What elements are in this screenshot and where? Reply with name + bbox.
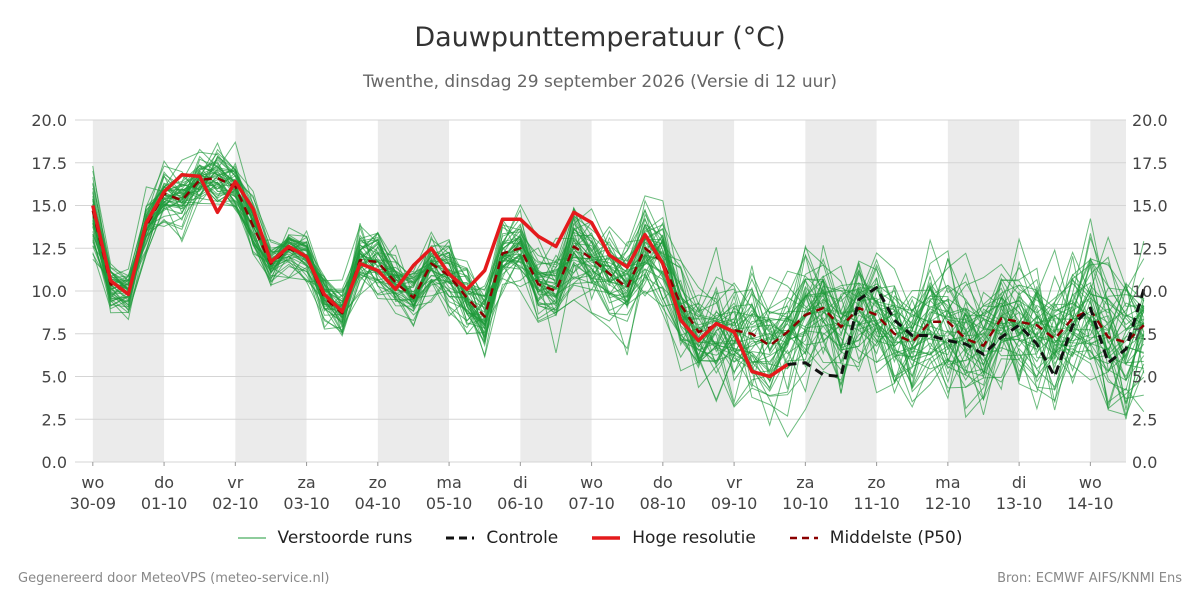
y-tick-label-right: 17.5	[1132, 154, 1168, 173]
y-axis-left: 0.0 2.5 5.0 7.5 10.0 12.5 15.0 17.5 20.0	[31, 111, 67, 472]
y-tick-label: 12.5	[31, 239, 67, 258]
x-axis: wo 30-09 do 01-10 vr 02-10 za 03-10 zo 04-10 ma 05-…	[70, 462, 1114, 513]
y-tick-label-right: 0.0	[1132, 453, 1157, 472]
y-tick-label-right: 7.5	[1132, 325, 1157, 344]
x-tick-day: wo	[580, 473, 603, 492]
chart-subtitle: Twenthe, dinsdag 29 september 2026 (Vers…	[362, 72, 838, 92]
y-tick-label: 5.0	[42, 368, 67, 387]
x-tick-date: 04-10	[355, 494, 402, 513]
y-tick-label-right: 20.0	[1132, 111, 1168, 130]
y-tick-label: 10.0	[31, 282, 67, 301]
legend-swatch-control	[446, 536, 475, 540]
y-tick-label: 20.0	[31, 111, 67, 130]
legend-label-ensemble: Verstoorde runs	[277, 528, 413, 548]
y-tick-label: 7.5	[42, 325, 67, 344]
x-tick-date: 03-10	[283, 494, 330, 513]
x-tick-date: 02-10	[212, 494, 259, 513]
legend-swatch-median	[789, 536, 818, 540]
x-tick-date: 06-10	[497, 494, 544, 513]
x-tick-day: za	[297, 473, 315, 492]
series-line-controle	[787, 286, 1146, 378]
ensemble-member-line	[92, 198, 1145, 374]
legend-swatch-hires	[592, 536, 621, 540]
series-line-middelste-p50	[91, 176, 1145, 347]
x-tick-date: 30-09	[70, 494, 117, 513]
legend-label-control: Controle	[486, 528, 559, 548]
y-tick-label: 0.0	[42, 453, 67, 472]
x-tick-date: 11-10	[853, 494, 900, 513]
y-tick-label: 17.5	[31, 154, 67, 173]
series-line-hoge-resolutie	[91, 172, 789, 379]
y-tick-label-right: 10.0	[1132, 282, 1168, 301]
x-tick-day: zo	[369, 473, 387, 492]
chart-title: Dauwpunttemperatuur (°C)	[414, 22, 786, 53]
x-tick-date: 08-10	[640, 494, 687, 513]
x-tick-date: 12-10	[925, 494, 972, 513]
y-axis-right: 0.0 2.5 5.0 7.5 10.0 12.5 15.0 17.5 20.0	[1132, 111, 1168, 472]
x-tick-day: wo	[81, 473, 104, 492]
ensemble-member-line	[92, 157, 1145, 427]
x-tick-day: wo	[1079, 473, 1102, 492]
x-tick-day: vr	[726, 473, 742, 492]
legend-item-hires[interactable]: Hoge resolutie	[592, 528, 756, 548]
legend-label-hires: Hoge resolutie	[632, 528, 756, 548]
legend-label-median: Middelste (P50)	[829, 528, 963, 548]
x-tick-date: 05-10	[426, 494, 473, 513]
y-tick-label-right: 12.5	[1132, 239, 1168, 258]
footer-generator: Gegenereerd door MeteoVPS (meteo-service…	[18, 571, 330, 586]
y-tick-label-right: 5.0	[1132, 368, 1157, 387]
y-tick-label: 2.5	[42, 410, 67, 429]
x-tick-day: ma	[436, 473, 461, 492]
x-tick-date: 09-10	[711, 494, 758, 513]
main-series-lines	[91, 172, 1146, 379]
x-tick-day: vr	[227, 473, 243, 492]
legend-item-ensemble[interactable]: Verstoorde runs	[237, 528, 413, 548]
legend: Verstoorde runs Controle Hoge resolutie …	[0, 528, 1200, 548]
x-tick-day: do	[154, 473, 174, 492]
legend-swatch-ensemble	[237, 537, 266, 539]
x-tick-day: di	[1012, 473, 1027, 492]
ensemble-member-line	[92, 141, 1145, 393]
x-tick-day: zo	[868, 473, 886, 492]
x-tick-day: di	[513, 473, 528, 492]
ensemble-member-line	[92, 170, 1144, 377]
x-tick-date: 10-10	[782, 494, 829, 513]
x-tick-date: 13-10	[996, 494, 1043, 513]
ensemble-member-line	[92, 161, 1145, 404]
x-tick-day: ma	[935, 473, 960, 492]
legend-item-median[interactable]: Middelste (P50)	[789, 528, 963, 548]
footer-source: Bron: ECMWF AIFS/KNMI Ens	[997, 571, 1182, 586]
y-tick-label-right: 2.5	[1132, 410, 1157, 429]
y-tick-label-right: 15.0	[1132, 197, 1168, 216]
ensemble-member-line	[92, 175, 1145, 382]
y-tick-label: 15.0	[31, 197, 67, 216]
legend-item-control[interactable]: Controle	[446, 528, 558, 548]
x-tick-date: 01-10	[141, 494, 188, 513]
x-tick-date: 14-10	[1067, 494, 1114, 513]
x-tick-date: 07-10	[568, 494, 615, 513]
x-tick-day: za	[796, 473, 814, 492]
ensemble-member-line	[92, 179, 1145, 384]
ensemble-member-line	[92, 175, 1145, 373]
x-tick-day: do	[653, 473, 673, 492]
